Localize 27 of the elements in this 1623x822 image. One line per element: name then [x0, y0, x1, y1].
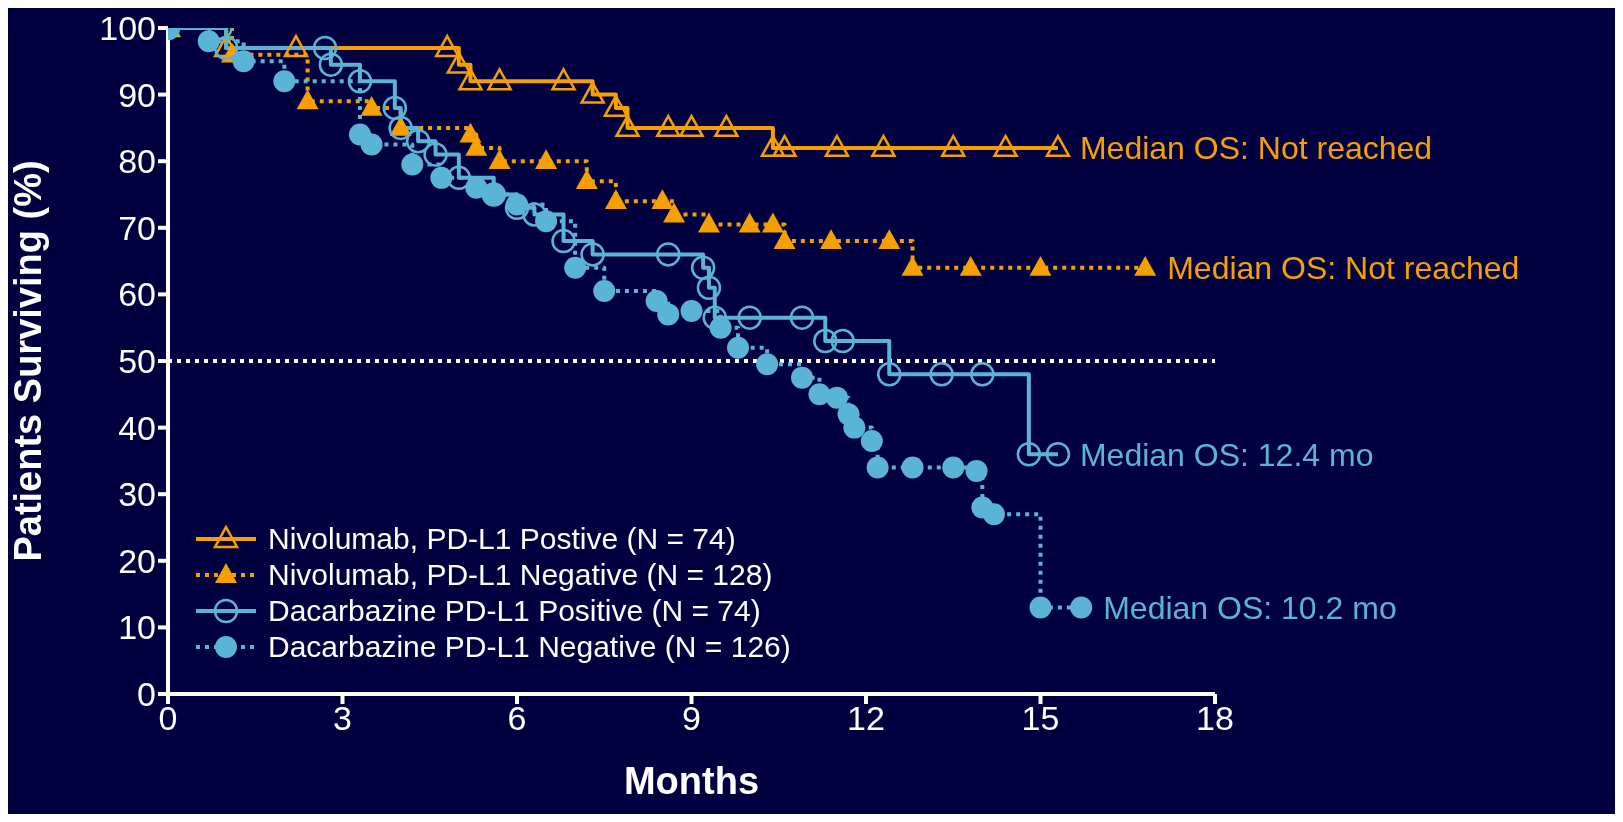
y-tick-label: 20: [118, 541, 156, 580]
x-tick-label: 18: [1196, 699, 1234, 738]
y-tick-label: 0: [137, 675, 156, 714]
x-tick-label: 15: [1021, 699, 1060, 738]
y-tick-label: 70: [118, 208, 156, 247]
annotation: Median OS: 12.4 mo: [1079, 436, 1374, 473]
y-tick-label: 90: [118, 75, 156, 114]
annotation: Median OS: 10.2 mo: [1103, 589, 1397, 626]
y-tick-label: 40: [118, 408, 156, 447]
x-tick-label: 6: [507, 699, 527, 738]
y-axis-title: Patients Surviving (%): [7, 160, 50, 562]
x-axis-title: Months: [623, 760, 760, 802]
legend-label: Nivolumab, PD-L1 Postive (N = 74): [268, 522, 736, 556]
y-tick-label: 100: [99, 9, 156, 48]
y-tick-label: 10: [118, 608, 156, 647]
y-tick-label: 30: [118, 475, 156, 514]
legend-label: Nivolumab, PD-L1 Negative (N = 128): [268, 558, 773, 592]
y-tick-label: 50: [118, 342, 156, 381]
y-tick-label: 60: [118, 275, 156, 314]
legend-label: Dacarbazine PD-L1 Positive (N = 74): [268, 594, 761, 628]
annotation: Median OS: Not reached: [1079, 130, 1433, 167]
legend-label: Dacarbazine PD-L1 Negative (N = 126): [268, 630, 791, 664]
annotation: Median OS: Not reached: [1167, 250, 1520, 287]
x-tick-label: 3: [333, 699, 352, 738]
x-tick-label: 12: [847, 699, 885, 738]
x-tick-label: 9: [682, 699, 701, 738]
y-tick-label: 80: [118, 142, 156, 181]
